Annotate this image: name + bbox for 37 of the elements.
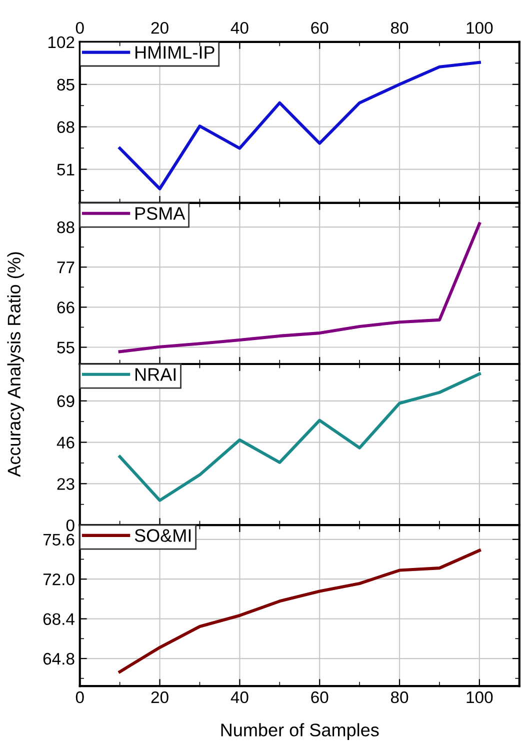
legend-label: PSMA (136, 207, 186, 220)
line-series (118, 222, 481, 354)
x2-tick-label: 0 (76, 22, 84, 34)
y-tick-label: 51 (57, 164, 74, 176)
y-tick-label: 72.0 (43, 573, 74, 586)
y-tick-label: 46 (56, 436, 74, 448)
x2-tick-label: 100 (466, 22, 493, 34)
x-tick-label: 100 (466, 691, 493, 704)
x-tick-label: 0 (76, 691, 84, 704)
y-tick-label: 77 (57, 262, 74, 274)
x-axis-title: Number of Samples (221, 723, 379, 740)
y-tick-label: 102 (48, 36, 74, 48)
y-tick-label: 88 (57, 221, 74, 234)
y-tick-label: 68.4 (43, 613, 75, 626)
y-tick-label: 68 (57, 121, 74, 134)
x2-tick-label: 20 (151, 22, 168, 34)
y-axis-title: Accuracy Analysis Ratio (%) (7, 252, 24, 477)
y-tick-label: 85 (57, 78, 74, 91)
x2-tick-label: 80 (390, 22, 408, 34)
x2-tick-label: 40 (230, 22, 248, 34)
legend-label: NRAI (136, 368, 176, 381)
y-tick-label: 69 (57, 395, 74, 408)
x-tick-label: 60 (311, 691, 328, 704)
x-tick-label: 40 (230, 691, 248, 704)
y-tick-label: 64.8 (43, 652, 74, 665)
x-tick-label: 20 (151, 691, 168, 704)
legend-label: SO&MI (134, 529, 191, 542)
y-tick-label: 75.6 (43, 534, 74, 546)
y-tick-label: 23 (57, 478, 74, 490)
y-tick-label: 66 (57, 302, 74, 314)
x2-tick-label: 60 (311, 22, 328, 34)
x-tick-label: 80 (390, 691, 408, 704)
y-tick-label: 55 (57, 342, 74, 354)
line-series (118, 60, 481, 190)
line-series (118, 548, 481, 674)
y-tick-label: 0 (66, 519, 74, 532)
legend-label: HMIML-IP (136, 46, 214, 59)
